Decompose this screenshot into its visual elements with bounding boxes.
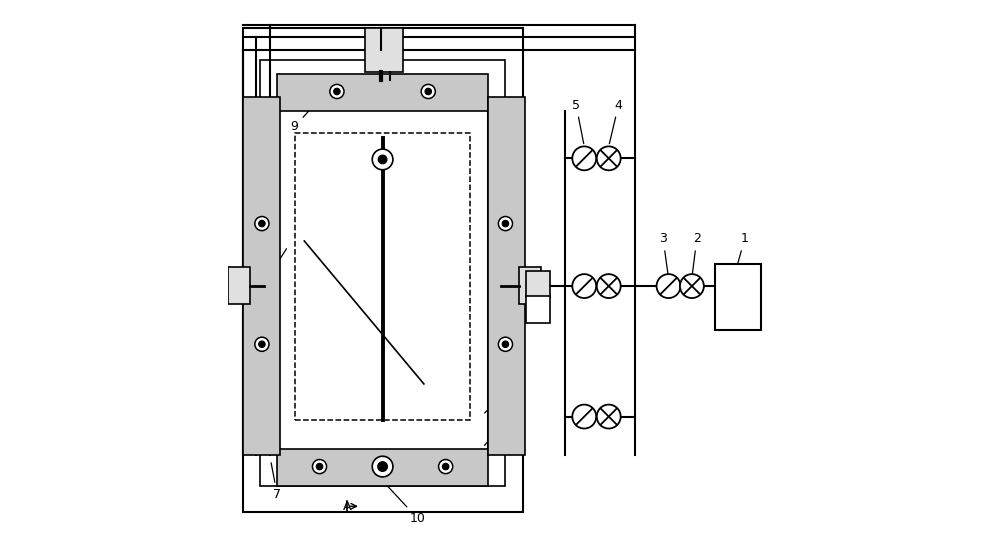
Circle shape: [259, 341, 265, 348]
Circle shape: [597, 404, 621, 428]
Circle shape: [657, 274, 680, 298]
Circle shape: [439, 459, 453, 474]
Circle shape: [372, 149, 393, 169]
Text: 7: 7: [271, 463, 281, 501]
Bar: [715, 264, 761, 330]
Text: 11: 11: [263, 249, 286, 280]
Bar: [488, 97, 525, 455]
Text: A: A: [342, 87, 351, 100]
Circle shape: [502, 341, 509, 348]
Text: 8: 8: [254, 340, 278, 365]
Circle shape: [378, 155, 387, 164]
Text: 10: 10: [384, 482, 425, 525]
Bar: [526, 271, 550, 297]
Circle shape: [255, 337, 269, 352]
Text: 3: 3: [659, 232, 668, 275]
Circle shape: [680, 274, 704, 298]
Circle shape: [312, 459, 327, 474]
Circle shape: [378, 462, 387, 471]
Circle shape: [330, 84, 344, 99]
Text: A: A: [342, 500, 351, 513]
Circle shape: [597, 147, 621, 170]
Circle shape: [498, 337, 513, 352]
Circle shape: [572, 274, 596, 298]
Text: 5: 5: [572, 99, 584, 144]
Circle shape: [572, 147, 596, 170]
Bar: [295, 134, 470, 420]
Bar: [260, 60, 505, 486]
Text: 13: 13: [484, 403, 524, 445]
Text: 6: 6: [517, 251, 532, 298]
Bar: [519, 267, 541, 304]
Bar: [526, 296, 550, 323]
Bar: [243, 28, 523, 512]
Bar: [365, 28, 403, 72]
Circle shape: [334, 88, 340, 95]
Bar: [228, 267, 250, 304]
Circle shape: [572, 404, 596, 428]
Circle shape: [597, 274, 621, 298]
Circle shape: [502, 220, 509, 227]
Circle shape: [316, 463, 323, 470]
Bar: [277, 449, 488, 486]
Circle shape: [259, 220, 265, 227]
Bar: [277, 97, 488, 455]
Circle shape: [425, 88, 432, 95]
Text: 12: 12: [485, 376, 524, 413]
Circle shape: [498, 216, 513, 231]
Text: 2: 2: [692, 232, 701, 275]
Bar: [277, 74, 488, 111]
Text: 1: 1: [734, 232, 749, 275]
Circle shape: [255, 216, 269, 231]
Text: 9: 9: [291, 107, 312, 134]
Circle shape: [372, 456, 393, 477]
Circle shape: [442, 463, 449, 470]
Bar: [243, 97, 280, 455]
Circle shape: [421, 84, 435, 99]
Text: 4: 4: [609, 99, 622, 144]
